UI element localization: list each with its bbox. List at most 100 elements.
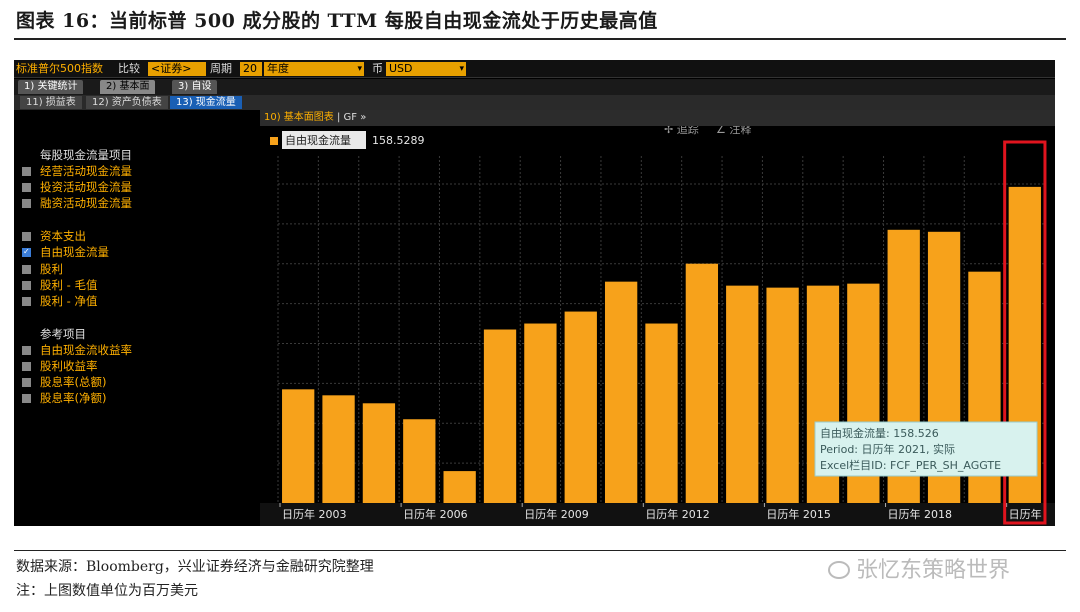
- bar-2005[interactable]: [362, 403, 396, 503]
- metric-label: 自由现金流收益率: [40, 343, 132, 357]
- main-tabs: 1) 关键统计 2) 基本面 3) 自设: [14, 79, 1055, 95]
- bar-2006[interactable]: [403, 419, 436, 503]
- x-tick-label: 日历年: [1009, 507, 1042, 521]
- period-unit-select[interactable]: 年度: [264, 62, 364, 76]
- bar-2015[interactable]: [766, 287, 799, 503]
- metric-item[interactable]: 股利 - 毛值: [22, 278, 97, 292]
- checkbox[interactable]: [22, 199, 31, 208]
- currency-select[interactable]: USD: [386, 62, 466, 76]
- checkbox[interactable]: [22, 362, 31, 371]
- section-title-cashflow: 每股现金流量项目: [40, 148, 132, 162]
- note-text: 注：上图数值单位为百万美元: [16, 583, 198, 599]
- metric-label: 自由现金流量: [40, 245, 109, 259]
- legend-label-box: [282, 131, 366, 149]
- bar-chart: 日历年 2003 日历年 2006 日历年 2009 日历年 2012 日历年 2015…: [260, 126, 1055, 526]
- x-tick-label: 日历年 2009: [524, 507, 589, 521]
- ticker-label: 标准普尔500指数: [16, 62, 103, 75]
- legend-series-name: 自由现金流量: [285, 133, 351, 147]
- metric-item[interactable]: 股利收益率: [22, 359, 98, 373]
- metric-item[interactable]: 股息率(总额): [22, 375, 106, 389]
- bar-2003[interactable]: [282, 389, 315, 503]
- chart-header-title[interactable]: 10) 基本面图表: [264, 112, 334, 123]
- tooltip-line-period: Period: 日历年 2021, 实际: [820, 442, 955, 456]
- metric-item[interactable]: 投资活动现金流量: [22, 180, 132, 194]
- currency-label: 币: [372, 62, 383, 75]
- metric-label: 股利收益率: [40, 359, 98, 373]
- metric-item[interactable]: 股利 - 净值: [22, 294, 97, 308]
- command-toolbar: 标准普尔500指数 比较 <证券> 周期 20 年度 币 USD: [14, 60, 1055, 78]
- source-text: 数据来源：Bloomberg，兴业证券经济与金融研究院整理: [16, 559, 374, 575]
- metric-label: 融资活动现金流量: [40, 196, 132, 210]
- chart-header: 10) 基本面图表 | GF »: [260, 110, 1055, 126]
- legend-latest-value: 158.5289: [372, 134, 425, 147]
- tab-key-stats[interactable]: 1) 关键统计: [18, 80, 84, 94]
- metric-label: 股利 - 净值: [40, 294, 98, 308]
- tool-track[interactable]: ✢ 追踪: [664, 126, 699, 136]
- bar-2014[interactable]: [726, 285, 759, 503]
- x-tick-label: 日历年 2015: [766, 507, 831, 521]
- bar-2013[interactable]: [685, 263, 719, 503]
- metric-item[interactable]: 股息率(净额): [22, 391, 106, 405]
- section-title-reference: 参考项目: [40, 327, 86, 341]
- chart-header-suffix[interactable]: | GF »: [333, 112, 367, 123]
- x-tick-label: 日历年 2006: [403, 507, 468, 521]
- metric-label: 股息率(总额): [40, 375, 107, 389]
- checkbox[interactable]: [22, 167, 31, 176]
- compare-label: 比较: [118, 62, 140, 75]
- checkbox[interactable]: [22, 265, 31, 274]
- chart-panel: 10) 基本面图表 | GF » 日历年 2003 日历年 2006 日历年 200…: [260, 110, 1055, 526]
- tooltip-line-id: Excel栏目ID: FCF_PER_SH_AGGTE: [820, 458, 1001, 472]
- bar-2010[interactable]: [564, 311, 597, 503]
- subtab-cash-flow[interactable]: 13) 现金流量: [170, 96, 242, 109]
- checkbox[interactable]: [22, 183, 31, 192]
- watermark-text: 张忆东策略世界: [856, 558, 1011, 583]
- wechat-icon: [828, 561, 850, 579]
- checkbox-checked[interactable]: [22, 245, 31, 259]
- metric-item[interactable]: 资本支出: [22, 229, 86, 243]
- x-axis-strip: [260, 503, 1055, 526]
- checkbox[interactable]: [22, 378, 31, 387]
- bar-2007[interactable]: [443, 471, 476, 503]
- bar-2011[interactable]: [604, 281, 638, 503]
- tooltip-line-value: 自由现金流量: 158.526: [820, 426, 939, 440]
- metric-label: 股利: [40, 262, 63, 276]
- metric-item[interactable]: 自由现金流收益率: [22, 343, 132, 357]
- checkbox[interactable]: [22, 394, 31, 403]
- bar-2008[interactable]: [483, 329, 517, 503]
- legend-swatch: [270, 137, 278, 145]
- x-tick-label: 日历年 2018: [888, 507, 953, 521]
- checkbox[interactable]: [22, 281, 31, 290]
- checkbox[interactable]: [22, 297, 31, 306]
- tooltip-box: [814, 421, 1038, 477]
- period-label: 周期: [210, 62, 232, 75]
- metric-item[interactable]: 自由现金流量: [22, 245, 109, 259]
- period-count-field[interactable]: 20: [240, 62, 262, 76]
- tab-fundamentals[interactable]: 2) 基本面: [100, 80, 156, 94]
- checkbox[interactable]: [22, 346, 31, 355]
- highlight-frame: [1003, 140, 1047, 525]
- metric-label: 投资活动现金流量: [40, 180, 132, 194]
- metric-item[interactable]: 融资活动现金流量: [22, 196, 132, 210]
- compare-field[interactable]: <证券>: [148, 62, 206, 76]
- bloomberg-terminal: 标准普尔500指数 比较 <证券> 周期 20 年度 币 USD 1) 关键统计…: [14, 60, 1055, 526]
- metric-item[interactable]: 股利: [22, 262, 63, 276]
- metric-label: 股息率(净额): [40, 391, 107, 405]
- figure-title: 图表 16：当前标普 500 成分股的 TTM 每股自由现金流处于历史最高值: [16, 10, 658, 32]
- checkbox[interactable]: [22, 232, 31, 241]
- x-tick-label: 日历年 2012: [645, 507, 710, 521]
- tab-custom[interactable]: 3) 自设: [172, 80, 218, 94]
- x-tick-label: 日历年 2003: [282, 507, 347, 521]
- watermark: 张忆东策略世界: [828, 552, 1010, 584]
- subtab-balance-sheet[interactable]: 12) 资产负债表: [86, 96, 168, 109]
- bar-2012[interactable]: [645, 323, 678, 503]
- metric-label: 经营活动现金流量: [40, 164, 132, 178]
- bar-2009[interactable]: [524, 323, 557, 503]
- bottom-rule: [14, 550, 1066, 551]
- subtab-income-statement[interactable]: 11) 损益表: [20, 96, 82, 109]
- metric-sidebar: 每股现金流量项目 经营活动现金流量 投资活动现金流量 融资活动现金流量 资本支出…: [14, 110, 257, 526]
- top-rule: [14, 38, 1066, 40]
- bar-2004[interactable]: [322, 395, 355, 503]
- tool-annotate[interactable]: ∠ 注释: [716, 126, 751, 136]
- metric-label: 资本支出: [40, 229, 86, 243]
- metric-item[interactable]: 经营活动现金流量: [22, 164, 132, 178]
